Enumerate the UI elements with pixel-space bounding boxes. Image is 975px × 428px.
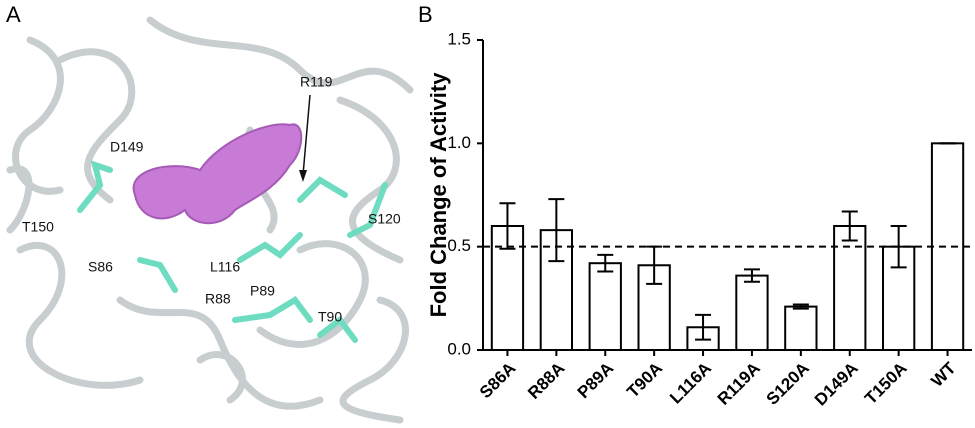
error-bar [695, 313, 712, 341]
panel-label: A [6, 2, 21, 27]
residue-sticks [77, 160, 388, 343]
y-tick-label: 0.0 [447, 339, 471, 358]
residue-label: S86 [88, 259, 113, 275]
x-tick-label: R119A [714, 359, 764, 409]
x-tick-label: WT [927, 358, 960, 391]
pointer-arrow [302, 94, 311, 176]
residue-label: T90 [318, 309, 342, 325]
panel-label: B [418, 2, 433, 27]
error-bar [890, 225, 907, 269]
x-tick-label: T90A [623, 359, 666, 402]
x-tick-label: R88A [524, 359, 568, 403]
y-tick-label: 0.5 [447, 236, 471, 255]
bar [930, 142, 965, 351]
arrow-head [299, 170, 307, 182]
structure-panel: A R119 D149 T150 S86 L116 S120 R88 P89 T90 [6, 2, 414, 424]
error-bar [792, 303, 809, 310]
y-tick-label: 1.0 [447, 133, 471, 152]
x-tick-label: S86A [476, 359, 520, 403]
x-tick-label: D149A [811, 359, 862, 410]
residue-label: R119 [300, 74, 333, 90]
residue-label: D149 [110, 139, 144, 155]
bar [588, 262, 622, 352]
y-tick-label: 1.5 [447, 29, 471, 48]
residue-label: P89 [250, 283, 275, 299]
bar [833, 225, 867, 351]
residue-label: T150 [22, 219, 54, 235]
error-bar [743, 268, 760, 283]
error-bar [548, 198, 565, 263]
residue-label: L116 [210, 259, 240, 275]
bar [784, 305, 818, 352]
error-bar [841, 210, 858, 242]
x-tick-label: S120A [763, 359, 813, 409]
error-bar [499, 202, 516, 250]
ligand-surface [132, 123, 303, 225]
x-tick-label: P89A [574, 359, 618, 403]
error-bar [597, 253, 614, 273]
x-tick-label: L116A [666, 359, 715, 408]
residue-label: S120 [368, 211, 401, 227]
y-axis-label: Fold Change of Activity [426, 72, 451, 318]
bar [735, 274, 769, 352]
x-tick-label: T150A [861, 359, 911, 409]
residue-label: R88 [205, 291, 231, 307]
